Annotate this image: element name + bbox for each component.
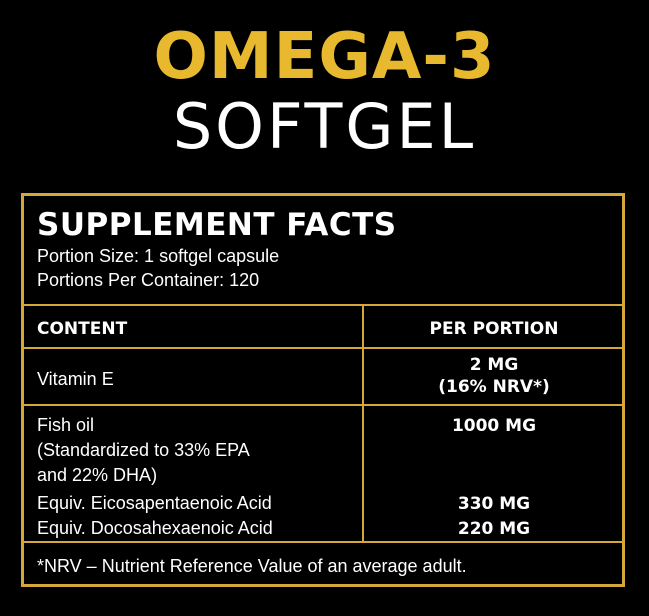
nutrient-nrv-vitamin-e: (16% NRV*) <box>438 377 550 397</box>
nrv-footnote: *NRV – Nutrient Reference Value of an av… <box>37 556 467 576</box>
divider <box>24 541 622 543</box>
column-header-per-portion: PER PORTION <box>429 319 559 339</box>
nutrient-name-dha: Equiv. Docosahexaenoic Acid <box>37 518 273 538</box>
divider <box>24 304 622 306</box>
product-subtitle: SOFTGEL <box>172 90 477 163</box>
nutrient-amount-epa: 330 MG <box>457 494 531 514</box>
nutrient-name-epa: Equiv. Eicosapentaenoic Acid <box>37 493 272 513</box>
nutrient-desc-fish-oil: (Standardized to 33% EPA <box>37 440 250 460</box>
portion-size: Portion Size: 1 softgel capsule <box>37 246 280 266</box>
divider <box>24 347 622 349</box>
supplement-facts-panel: SUPPLEMENT FACTS Portion Size: 1 softgel… <box>21 193 625 587</box>
facts-title: SUPPLEMENT FACTS <box>37 207 397 243</box>
nutrient-name-fish-oil: Fish oil <box>37 415 95 435</box>
nutrient-amount-fish-oil: 1000 MG <box>451 416 537 436</box>
facts-header: SUPPLEMENT FACTS Portion Size: 1 softgel… <box>24 196 622 307</box>
nutrient-name-vitamin-e: Vitamin E <box>37 369 114 389</box>
nutrient-desc-fish-oil: and 22% DHA) <box>37 465 158 485</box>
portions-per-container: Portions Per Container: 120 <box>37 270 260 290</box>
nutrient-amount-vitamin-e: 2 MG <box>469 355 519 375</box>
product-title: OMEGA-3 <box>153 20 496 94</box>
column-divider <box>362 304 364 541</box>
column-header-content: CONTENT <box>37 319 128 339</box>
nutrient-amount-dha: 220 MG <box>457 519 531 539</box>
divider <box>24 404 622 406</box>
